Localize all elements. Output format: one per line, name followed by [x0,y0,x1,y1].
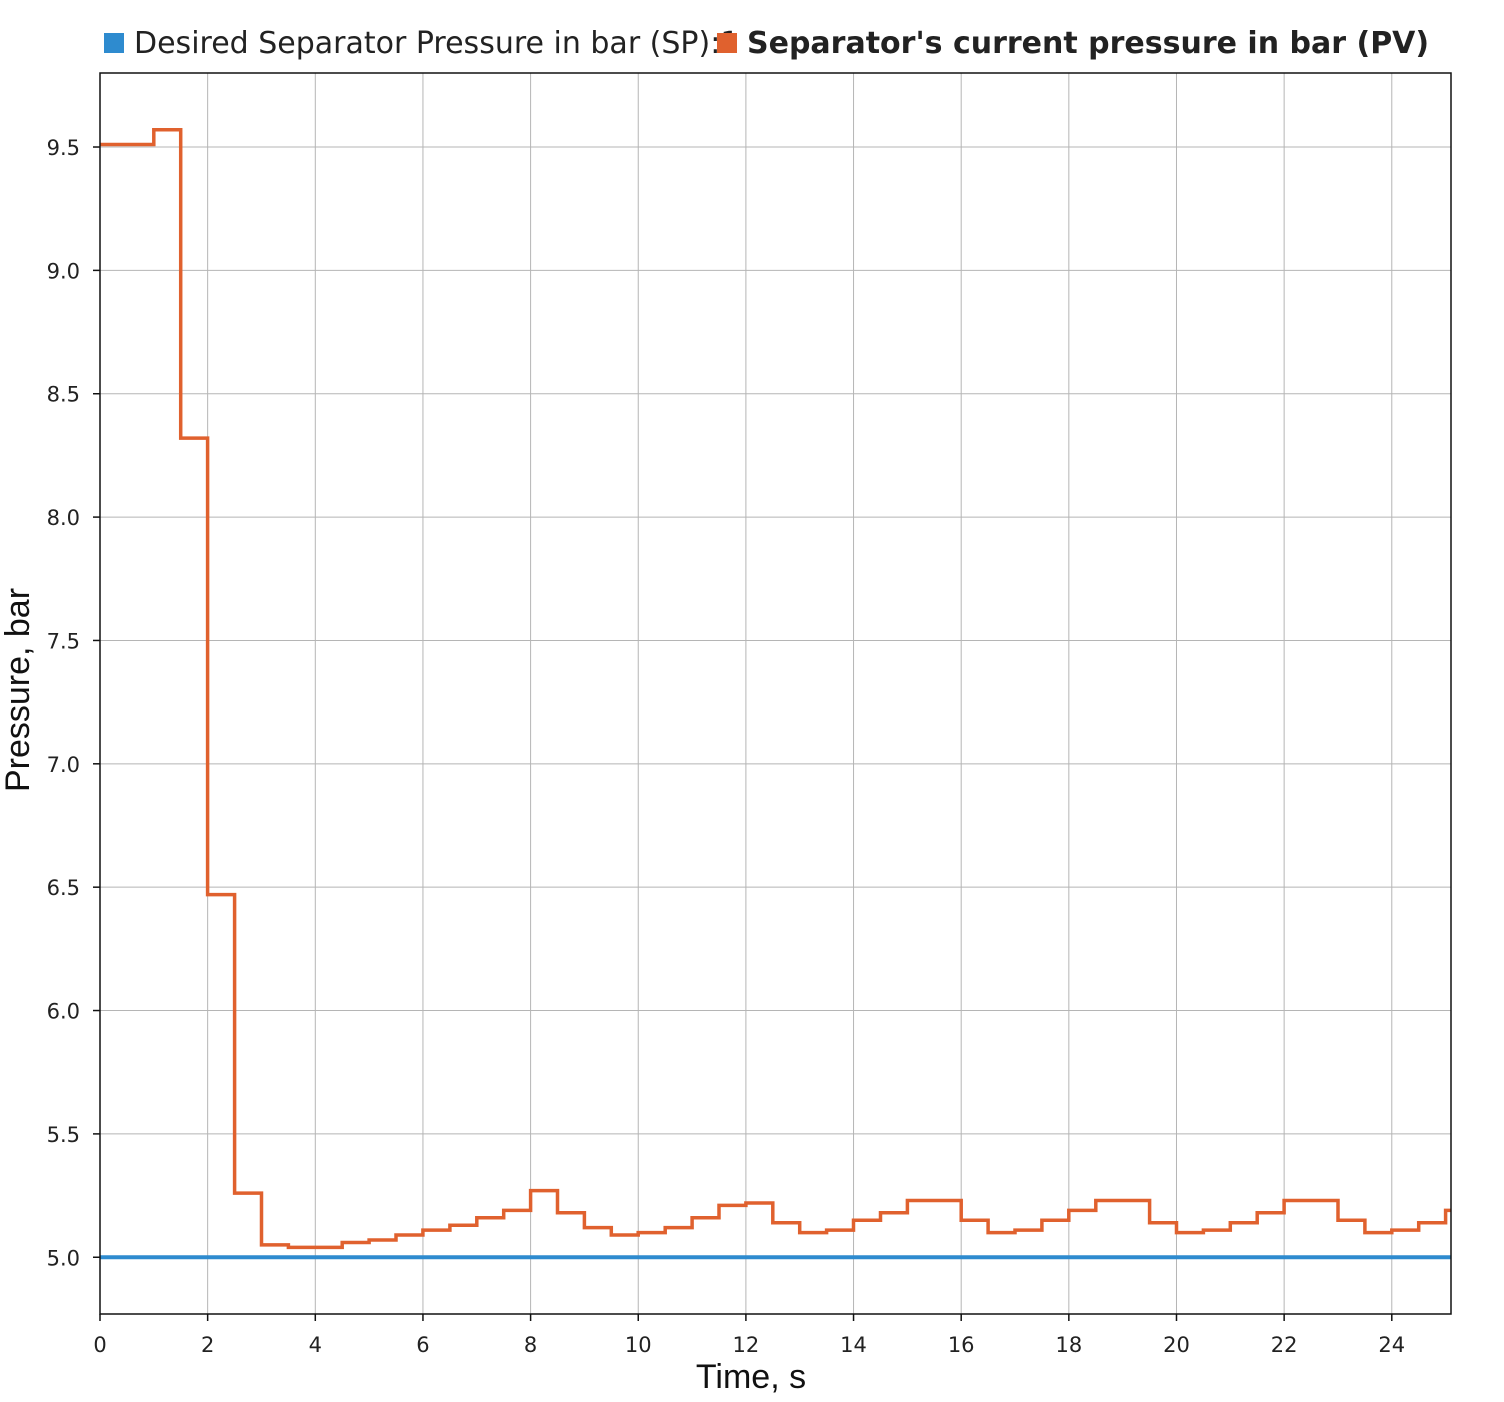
y-tick-label: 5.5 [47,1123,80,1147]
legend-label-sp: Desired Separator Pressure in bar (SP):1 [134,26,739,61]
x-tick-label: 20 [1163,1333,1190,1357]
x-tick-label: 24 [1378,1333,1405,1357]
series-line-pv [100,127,1451,1250]
y-tick-label: 5.0 [47,1246,80,1270]
y-tick-label: 7.0 [47,753,80,777]
legend-swatch-pv [717,33,737,53]
x-tick-label: 6 [416,1333,429,1357]
legend: Desired Separator Pressure in bar (SP):1… [104,26,1429,61]
x-tick-label: 10 [625,1333,652,1357]
x-tick-label: 16 [948,1333,975,1357]
grid-lines [100,73,1451,1314]
x-axis-ticks: 0 2 4 6 8 10 12 14 16 18 20 22 24 [93,1314,1405,1357]
x-tick-label: 22 [1271,1333,1298,1357]
series-layer [100,127,1451,1260]
legend-swatch-sp [104,33,124,53]
x-tick-label: 14 [840,1333,867,1357]
y-tick-label: 9.5 [47,136,80,160]
y-axis-title: Pressure, bar [0,588,37,792]
y-tick-label: 6.5 [47,876,80,900]
x-tick-label: 2 [201,1333,214,1357]
x-tick-label: 4 [309,1333,322,1357]
y-axis-ticks: 5.0 5.5 6.0 6.5 7.0 7.5 8.0 8.5 9.0 9.5 [47,136,100,1270]
x-tick-label: 0 [93,1333,106,1357]
legend-label-pv: Separator's current pressure in bar (PV) [747,26,1429,61]
y-tick-label: 7.5 [47,629,80,653]
y-tick-label: 8.5 [47,383,80,407]
x-tick-label: 12 [733,1333,760,1357]
x-tick-label: 18 [1055,1333,1082,1357]
plot-area-frame [99,72,1452,1315]
x-tick-label: 8 [524,1333,537,1357]
x-axis-title: Time, s [696,1358,806,1396]
y-tick-label: 9.0 [47,259,80,283]
y-tick-label: 8.0 [47,506,80,530]
y-tick-label: 6.0 [47,1000,80,1024]
